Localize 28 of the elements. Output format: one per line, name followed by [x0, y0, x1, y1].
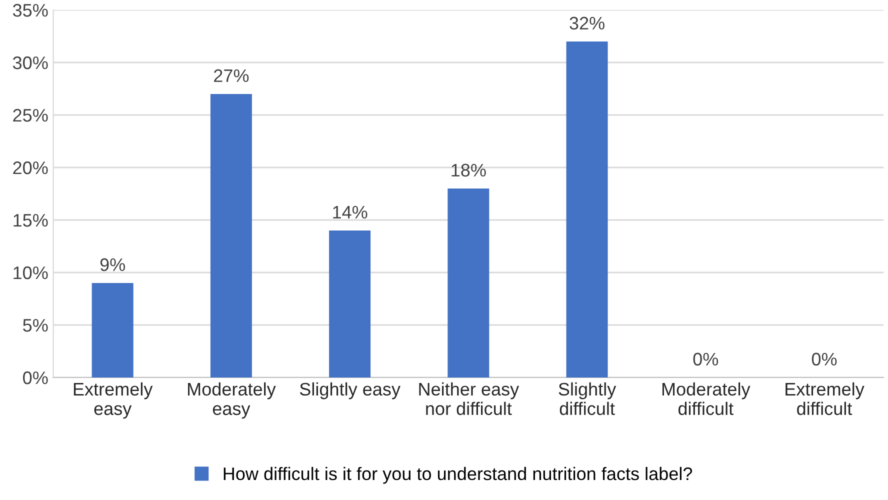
x-tick-label: Extremely difficult — [786, 382, 864, 416]
y-tick-label: 15% — [14, 214, 48, 227]
x-tick-label: Slightly difficult — [558, 382, 616, 416]
data-label: 9% — [100, 258, 125, 272]
data-label: 27% — [214, 69, 249, 82]
data-label: 14% — [333, 206, 368, 219]
x-tick-label: Extremely easy — [74, 382, 153, 419]
y-tick-label: 0% — [23, 371, 48, 384]
y-tick-label: 20% — [13, 161, 48, 174]
data-label: 18% — [452, 164, 486, 177]
y-tick-label: 35% — [12, 4, 48, 17]
y-tick-label: 25% — [13, 108, 48, 122]
x-tick-label: Slightly easy — [300, 382, 400, 400]
bar — [92, 283, 134, 378]
legend-label: How difficult is it for you to understand nutrition facts label? — [224, 466, 692, 484]
data-label: 0% — [812, 352, 837, 366]
y-tick-label: 30% — [12, 56, 48, 70]
x-tick-label: Moderately easy — [188, 382, 276, 419]
x-tick-label: Neither easy nor difficult — [419, 382, 520, 416]
y-tick-label: 5% — [23, 319, 48, 332]
data-label: 32% — [570, 16, 604, 30]
data-label: 0% — [693, 352, 718, 366]
bar — [566, 42, 608, 378]
bar — [329, 230, 371, 378]
bar — [448, 188, 490, 378]
bar — [210, 94, 252, 378]
x-tick-label: Moderately difficult — [662, 382, 750, 416]
y-tick-label: 10% — [14, 266, 48, 280]
